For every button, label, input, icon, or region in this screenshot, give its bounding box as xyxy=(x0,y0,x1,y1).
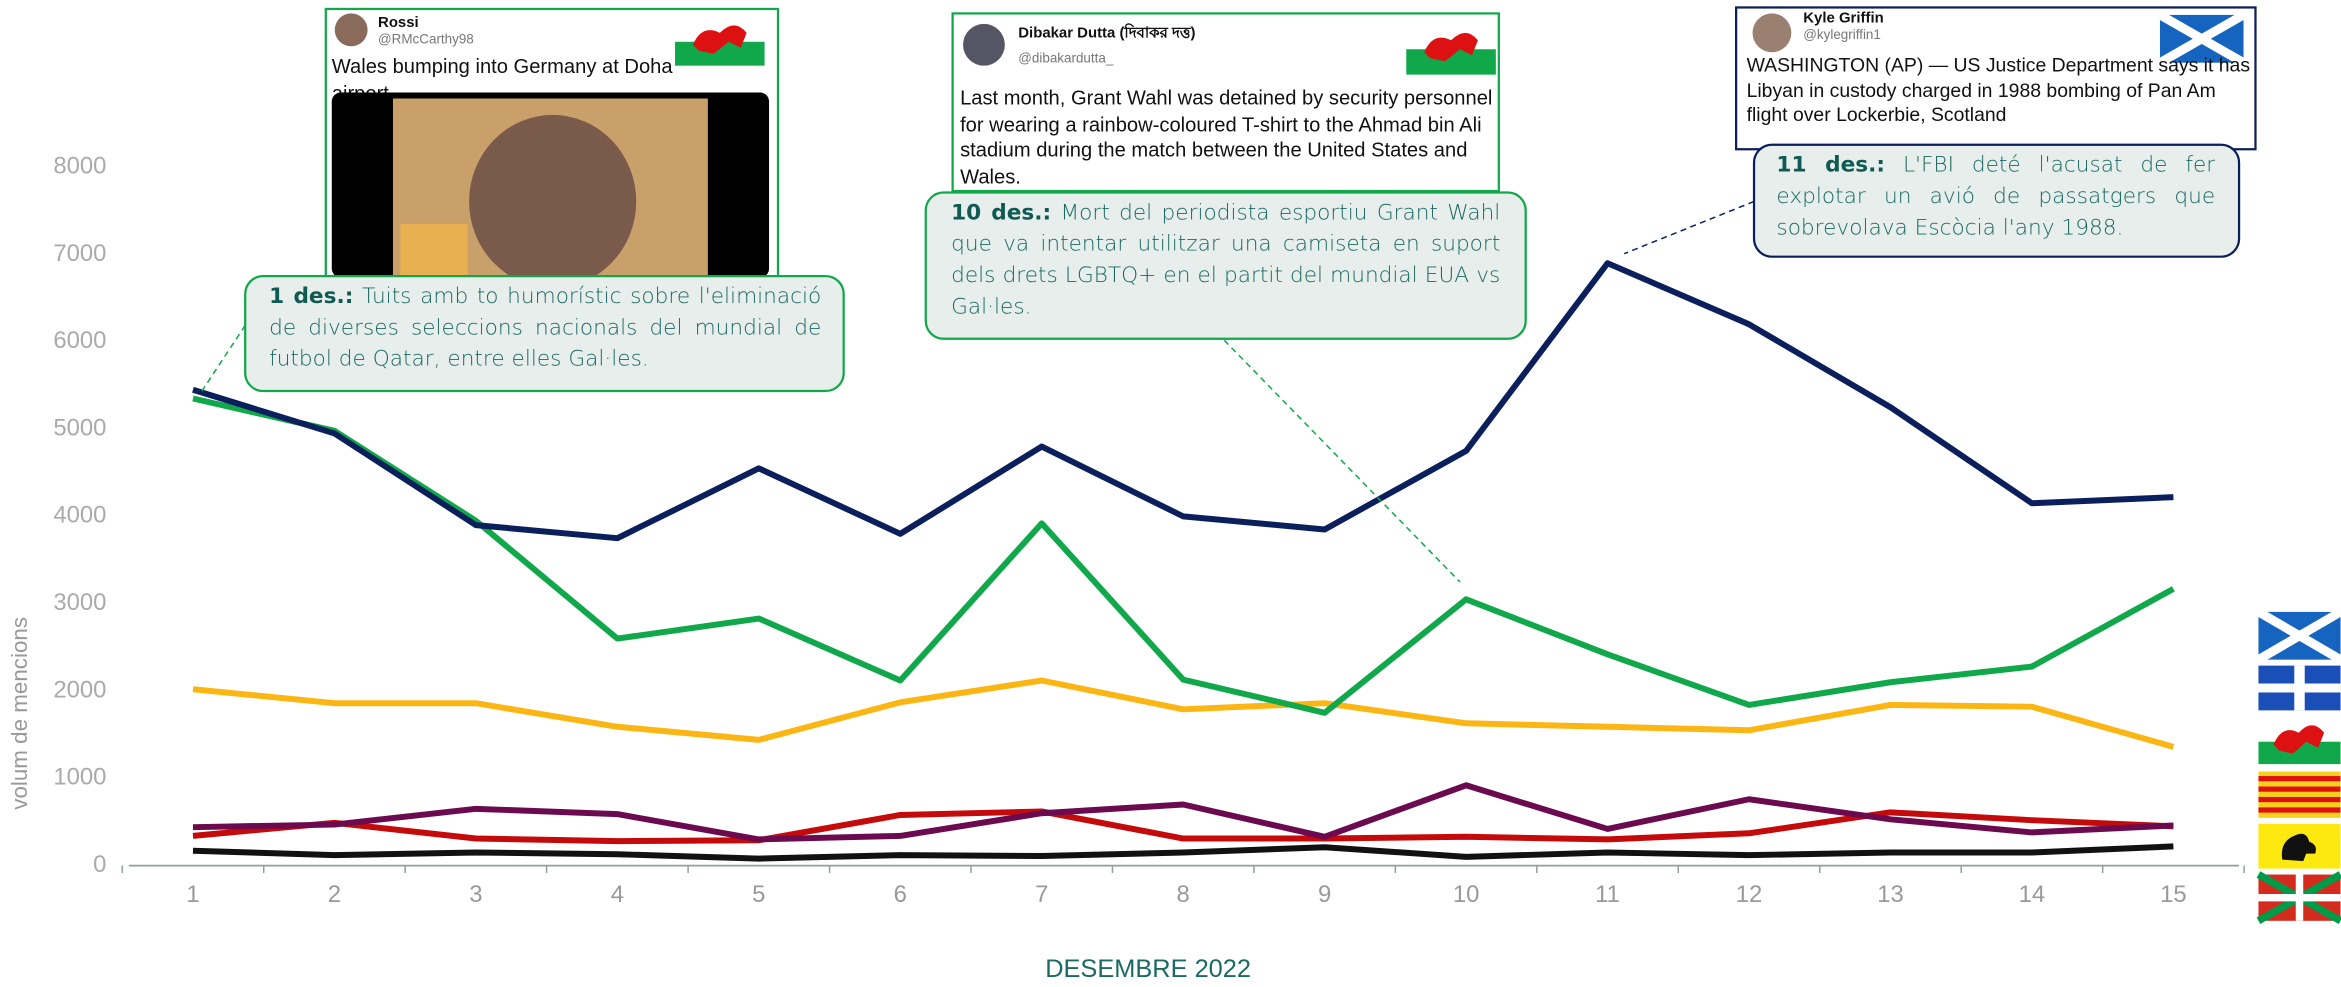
x-tick-label: 4 xyxy=(611,881,624,908)
y-tick-label: 8000 xyxy=(53,152,106,179)
series-line xyxy=(192,782,2174,843)
tweet-text: Wales bumping into Germany at Doha airpo… xyxy=(331,55,673,93)
y-tick-label: 5000 xyxy=(53,414,106,441)
y-tick-label: 7000 xyxy=(53,240,106,267)
annotation-date: 11 des.: xyxy=(1776,153,1886,178)
series-line xyxy=(192,260,2174,542)
x-tick-label: 8 xyxy=(1177,881,1190,908)
tweet-name: Dibakar Dutta (দিবাকর দত্ত) xyxy=(1018,25,1196,42)
x-tick-label: 10 xyxy=(1453,881,1480,908)
series-line xyxy=(192,395,2175,716)
tweet: Kyle Griffin @kylegriffin1 WASHINGTON (A… xyxy=(1735,6,2257,151)
y-tick-label: 0 xyxy=(93,851,106,878)
series-line xyxy=(192,677,2175,750)
x-tick-label: 15 xyxy=(2160,881,2187,908)
x-axis-label: DESEMBRE 2022 xyxy=(1045,955,1251,982)
tweet-handle: @kylegriffin1 xyxy=(1803,26,1881,42)
leader-line xyxy=(1223,339,1461,583)
y-tick-label: 3000 xyxy=(53,589,106,616)
x-tick-label: 3 xyxy=(469,881,482,908)
x-tick-label: 12 xyxy=(1736,881,1763,908)
tweet-name: Rossi xyxy=(378,14,419,32)
tweet: Rossi @RMcCarthy98 Wales bumping into Ge… xyxy=(324,7,780,289)
tweet: Dibakar Dutta (দিবাকর দত্ত) @dibakardutt… xyxy=(951,12,1500,193)
x-tick-label: 1 xyxy=(186,881,199,908)
leader-line xyxy=(1623,200,1755,255)
annotation: 1 des.: Tuits amb to humorístic sobre l'… xyxy=(244,274,845,393)
y-tick-label: 2000 xyxy=(53,676,106,703)
annotation-text: Mort del periodista esportiu Grant Wahl … xyxy=(951,201,1501,320)
x-tick-label: 11 xyxy=(1595,881,1620,908)
x-tick-label: 14 xyxy=(2019,881,2046,908)
x-tick-label: 2 xyxy=(328,881,341,908)
tweet-name: Kyle Griffin xyxy=(1803,10,1884,27)
tweet-handle: @RMcCarthy98 xyxy=(378,31,474,47)
annotation-text: Tuits amb to humorístic sobre l'eliminac… xyxy=(269,285,822,372)
annotation-date: 10 des.: xyxy=(951,201,1052,226)
annotation-text: L'FBI deté l'acusat de fer explotar un a… xyxy=(1776,153,2216,241)
tweet-text: Last month, Grant Wahl was detained by s… xyxy=(960,86,1493,188)
x-tick-label: 9 xyxy=(1318,881,1331,908)
y-tick-label: 6000 xyxy=(53,327,106,354)
x-tick-label: 6 xyxy=(894,881,907,908)
annotation: 11 des.: L'FBI deté l'acusat de fer expl… xyxy=(1752,143,2241,258)
x-tick-label: 5 xyxy=(752,881,765,908)
leader-line xyxy=(201,324,246,392)
y-axis-label: volum de mencions xyxy=(7,617,32,810)
y-tick-label: 4000 xyxy=(53,502,106,529)
series-line xyxy=(192,808,2174,845)
tweet-handle: @dibakardutta_ xyxy=(1018,50,1114,66)
x-tick-label: 13 xyxy=(1877,881,1904,908)
tweet-text: WASHINGTON (AP) — US Justice Department … xyxy=(1746,53,2251,126)
annotation-date: 1 des.: xyxy=(269,285,354,309)
annotation: 10 des.: Mort del periodista esportiu Gr… xyxy=(924,191,1527,340)
series-line xyxy=(192,843,2174,862)
flag-legend xyxy=(2256,608,2341,925)
y-tick-label: 1000 xyxy=(53,764,106,791)
x-tick-label: 7 xyxy=(1035,881,1048,908)
